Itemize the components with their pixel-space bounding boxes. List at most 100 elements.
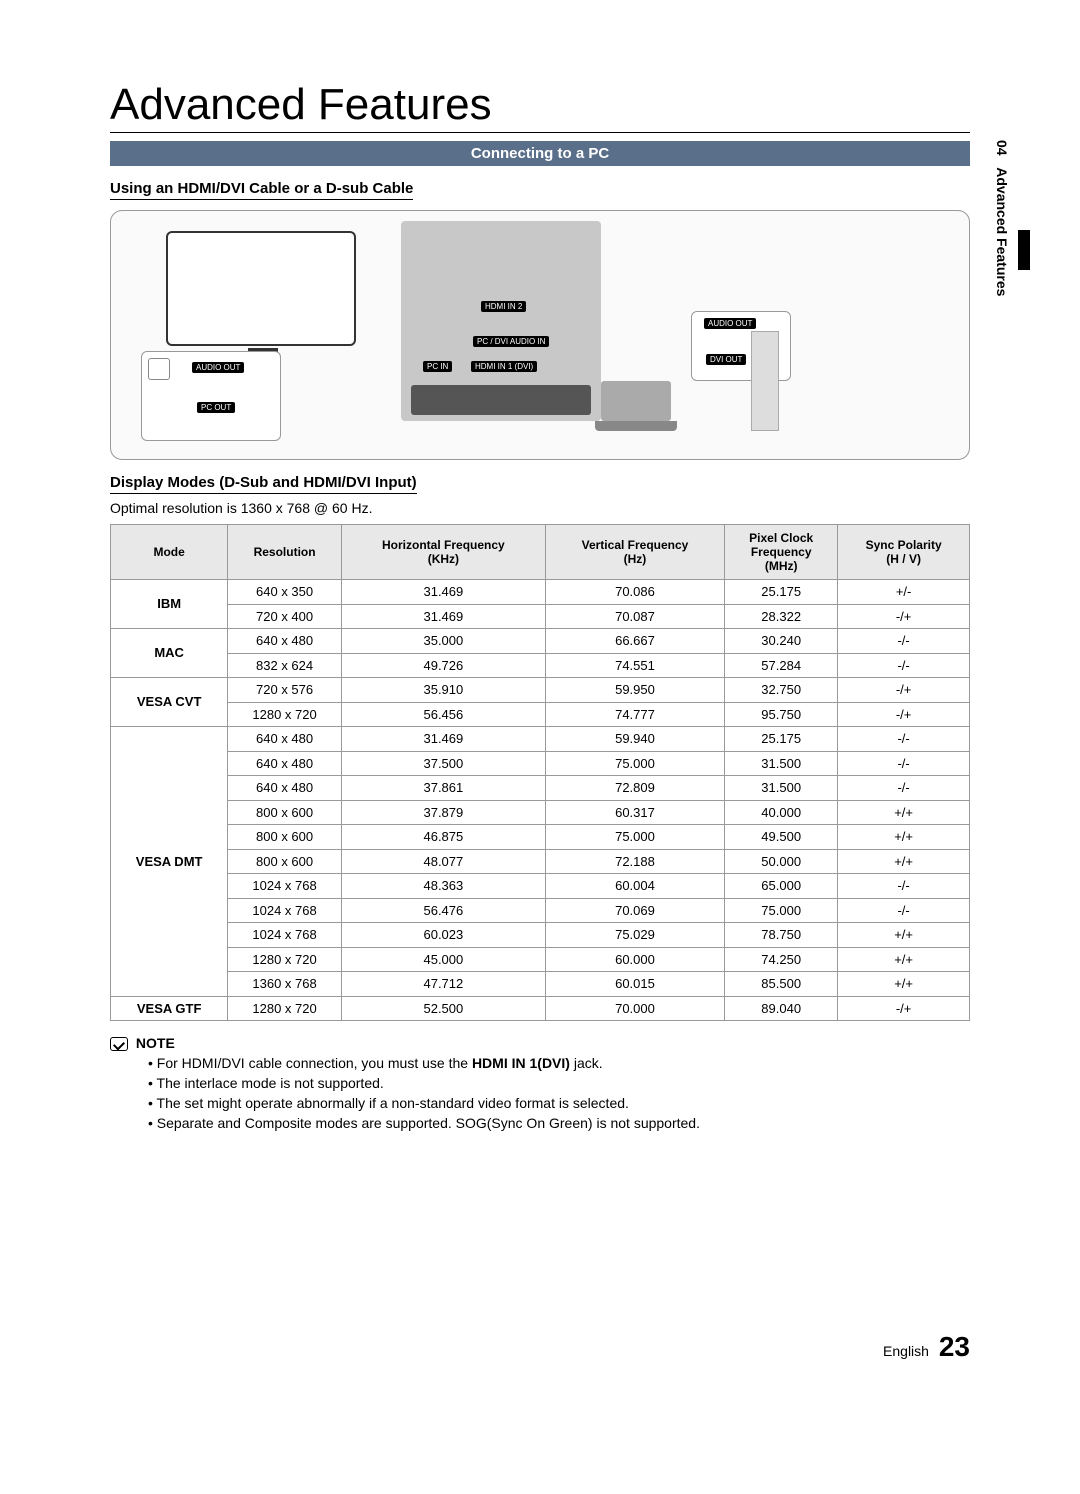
table-cell: -/- — [838, 874, 970, 899]
table-cell: +/+ — [838, 923, 970, 948]
connection-diagram: AUDIO OUT PC OUT HDMI IN 2 PC / DVI AUDI… — [110, 210, 970, 460]
table-cell: 28.322 — [725, 604, 838, 629]
table-row: 640 x 48037.50075.00031.500-/- — [111, 751, 970, 776]
table-cell: 75.000 — [545, 825, 724, 850]
section-bar: Connecting to a PC — [110, 141, 970, 166]
table-cell: 640 x 350 — [228, 580, 342, 605]
table-cell: 56.476 — [341, 898, 545, 923]
table-cell: 72.188 — [545, 849, 724, 874]
diagram-monitor — [166, 231, 356, 346]
table-cell: 89.040 — [725, 996, 838, 1021]
table-row: 800 x 60037.87960.31740.000+/+ — [111, 800, 970, 825]
mode-cell: VESA DMT — [111, 727, 228, 997]
table-row: VESA CVT720 x 57635.91059.95032.750-/+ — [111, 678, 970, 703]
table-row: 720 x 40031.46970.08728.322-/+ — [111, 604, 970, 629]
diagram-label: PC IN — [423, 361, 452, 372]
table-cell: 31.469 — [341, 604, 545, 629]
table-cell: 800 x 600 — [228, 849, 342, 874]
table-cell: 48.363 — [341, 874, 545, 899]
table-cell: 74.551 — [545, 653, 724, 678]
table-row: VESA GTF1280 x 72052.50070.00089.040-/+ — [111, 996, 970, 1021]
table-cell: 1024 x 768 — [228, 898, 342, 923]
notes-list: For HDMI/DVI cable connection, you must … — [148, 1055, 970, 1131]
mode-cell: VESA GTF — [111, 996, 228, 1021]
table-cell: 40.000 — [725, 800, 838, 825]
table-cell: 60.317 — [545, 800, 724, 825]
table-cell: 70.069 — [545, 898, 724, 923]
table-cell: 1280 x 720 — [228, 702, 342, 727]
table-cell: 70.087 — [545, 604, 724, 629]
table-cell: 60.015 — [545, 972, 724, 997]
table-cell: -/+ — [838, 678, 970, 703]
table-cell: -/+ — [838, 996, 970, 1021]
note-item: For HDMI/DVI cable connection, you must … — [148, 1055, 970, 1071]
note-item: The set might operate abnormally if a no… — [148, 1095, 970, 1111]
table-cell: 70.086 — [545, 580, 724, 605]
table-cell: -/- — [838, 898, 970, 923]
table-cell: 1024 x 768 — [228, 874, 342, 899]
table-cell: 75.000 — [545, 751, 724, 776]
table-header-cell: Horizontal Frequency(KHz) — [341, 525, 545, 580]
table-cell: -/- — [838, 776, 970, 801]
table-cell: 25.175 — [725, 727, 838, 752]
table-row: 832 x 62449.72674.55157.284-/- — [111, 653, 970, 678]
mode-cell: MAC — [111, 629, 228, 678]
table-cell: 48.077 — [341, 849, 545, 874]
table-cell: 37.879 — [341, 800, 545, 825]
table-cell: 31.500 — [725, 776, 838, 801]
table-cell: 47.712 — [341, 972, 545, 997]
table-cell: 78.750 — [725, 923, 838, 948]
table-cell: 95.750 — [725, 702, 838, 727]
note-label: NOTE — [136, 1035, 175, 1051]
table-cell: 66.667 — [545, 629, 724, 654]
table-header-cell: Resolution — [228, 525, 342, 580]
table-row: 1024 x 76856.47670.06975.000-/- — [111, 898, 970, 923]
page-footer: English 23 — [110, 1331, 970, 1363]
note-icon — [110, 1037, 128, 1051]
diagram-label: HDMI IN 1 (DVI) — [471, 361, 537, 372]
diagram-panel-left: AUDIO OUT PC OUT — [141, 351, 281, 441]
table-cell: -/- — [838, 653, 970, 678]
side-tab: 04 Advanced Features — [994, 140, 1010, 296]
note-item: The interlace mode is not supported. — [148, 1075, 970, 1091]
table-cell: -/- — [838, 629, 970, 654]
table-cell: -/- — [838, 751, 970, 776]
note-item: Separate and Composite modes are support… — [148, 1115, 970, 1131]
table-row: VESA DMT640 x 48031.46959.94025.175-/- — [111, 727, 970, 752]
mode-cell: VESA CVT — [111, 678, 228, 727]
table-cell: 72.809 — [545, 776, 724, 801]
table-cell: 35.910 — [341, 678, 545, 703]
table-row: 1024 x 76860.02375.02978.750+/+ — [111, 923, 970, 948]
table-cell: 52.500 — [341, 996, 545, 1021]
note-block: NOTE For HDMI/DVI cable connection, you … — [110, 1035, 970, 1131]
table-cell: 1280 x 720 — [228, 947, 342, 972]
table-cell: 59.940 — [545, 727, 724, 752]
diagram-pc-tower — [751, 331, 779, 431]
table-cell: 57.284 — [725, 653, 838, 678]
chapter-number: 04 — [994, 140, 1010, 156]
diagram-tv-back: HDMI IN 2 PC / DVI AUDIO IN HDMI IN 1 (D… — [401, 221, 601, 421]
table-header-cell: Pixel ClockFrequency(MHz) — [725, 525, 838, 580]
table-row: 800 x 60046.87575.00049.500+/+ — [111, 825, 970, 850]
table-header-cell: Vertical Frequency(Hz) — [545, 525, 724, 580]
table-row: 640 x 48037.86172.80931.500-/- — [111, 776, 970, 801]
table-cell: 30.240 — [725, 629, 838, 654]
footer-page-number: 23 — [939, 1331, 970, 1362]
table-cell: 60.023 — [341, 923, 545, 948]
table-cell: 720 x 400 — [228, 604, 342, 629]
table-cell: 640 x 480 — [228, 727, 342, 752]
table-cell: 800 x 600 — [228, 825, 342, 850]
table-cell: 49.500 — [725, 825, 838, 850]
table-cell: 25.175 — [725, 580, 838, 605]
table-cell: 70.000 — [545, 996, 724, 1021]
table-cell: 640 x 480 — [228, 629, 342, 654]
diagram-label: PC OUT — [197, 402, 235, 413]
display-modes-table: ModeResolutionHorizontal Frequency(KHz)V… — [110, 524, 970, 1021]
diagram-label: AUDIO OUT — [192, 362, 244, 373]
table-row: 800 x 60048.07772.18850.000+/+ — [111, 849, 970, 874]
table-row: MAC640 x 48035.00066.66730.240-/- — [111, 629, 970, 654]
table-cell: 1280 x 720 — [228, 996, 342, 1021]
table-cell: 74.777 — [545, 702, 724, 727]
table-cell: 65.000 — [725, 874, 838, 899]
table-cell: 640 x 480 — [228, 776, 342, 801]
